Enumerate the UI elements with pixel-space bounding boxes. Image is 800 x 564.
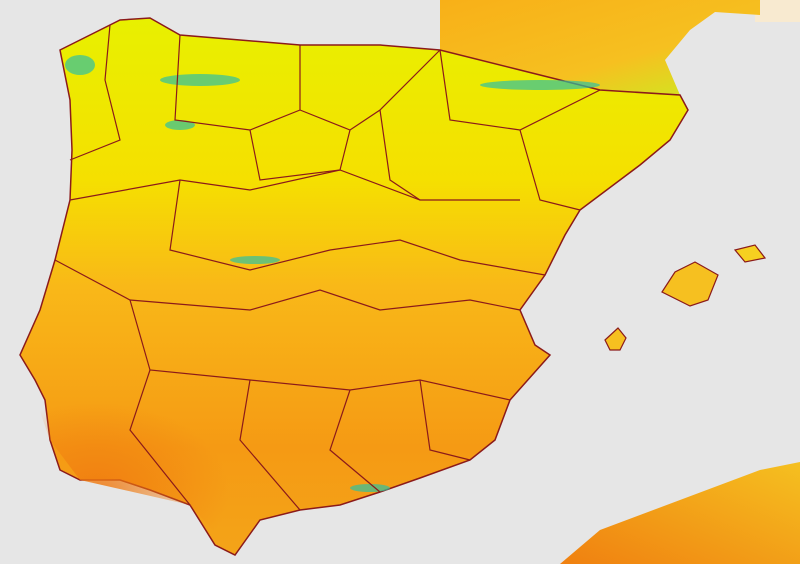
mountain-cold-areas bbox=[65, 55, 600, 492]
outside-area bbox=[755, 0, 800, 22]
southwest-hot-zone bbox=[20, 300, 400, 555]
ibiza bbox=[604, 327, 627, 351]
mallorca bbox=[661, 261, 719, 307]
north-africa bbox=[560, 462, 800, 564]
france bbox=[440, 0, 760, 95]
province-borders bbox=[54, 24, 601, 511]
menorca bbox=[733, 244, 767, 263]
